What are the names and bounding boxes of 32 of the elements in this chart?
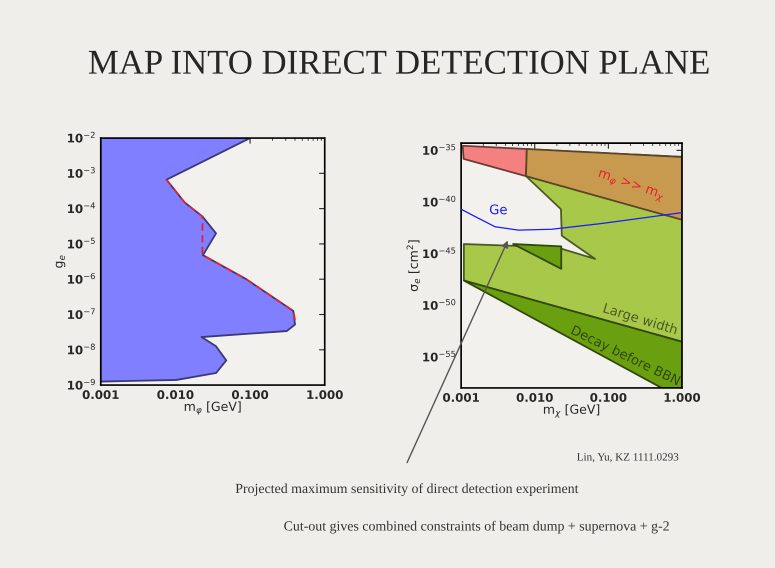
x-tick-label: 1.000 — [307, 390, 343, 400]
x-tick-label: 0.010 — [157, 390, 194, 400]
x-tick-label: 1.000 — [664, 393, 700, 402]
y-tick-label: 10$^{−40}$ — [423, 196, 456, 207]
series-label: Ge — [490, 204, 507, 214]
text: Projected maximum sensitivity of direct detection experiment — [236, 483, 578, 496]
y-tick-label: 10$^{−4}$ — [68, 202, 95, 214]
x-tick-label: 0.100 — [232, 390, 268, 400]
x-tick-label: 0.100 — [590, 393, 626, 402]
text: Lin, Yu, KZ 1111.0293 — [577, 453, 678, 462]
x-tick-label: 0.001 — [82, 390, 119, 400]
y-tick-label: 10$^{−3}$ — [68, 167, 95, 178]
y-tick-label: 10$^{−9}$ — [68, 378, 95, 390]
y-tick-label: 10$^{−35}$ — [423, 144, 456, 155]
y-tick-label: 10$^{−7}$ — [68, 308, 95, 320]
y-tick-label: 10$^{−8}$ — [68, 344, 95, 354]
series-label: Large width — [602, 302, 678, 337]
y-tick-label: 10$^{−45}$ — [423, 248, 456, 258]
y-tick-label: 10$^{−5}$ — [68, 238, 95, 248]
series-label: m$_{φ}$ >> m$_{χ}$ — [597, 169, 665, 203]
x-tick-label: 0.001 — [443, 393, 479, 402]
y-tick-label: 10$^{−55}$ — [423, 350, 456, 362]
x-tick-label: 0.010 — [516, 393, 553, 402]
y-axis-title: σ$_{e}$ [cm$^{2}$] — [406, 240, 420, 292]
text: MAP INTO DIRECT DETECTION PLANE — [88, 50, 709, 74]
y-tick-label: 10$^{−2}$ — [68, 132, 95, 143]
x-axis-title: m$_{φ}$ [GeV] — [184, 401, 241, 415]
y-tick-label: 10$^{−50}$ — [423, 299, 456, 310]
y-tick-label: 10$^{−6}$ — [68, 272, 95, 284]
x-axis-title: m$_{χ}$ [GeV] — [544, 404, 600, 418]
text: Cut-out gives combined constraints of beam dump + supernova + g-2 — [284, 520, 669, 534]
y-axis-title: g$_{e}$ — [56, 255, 66, 268]
